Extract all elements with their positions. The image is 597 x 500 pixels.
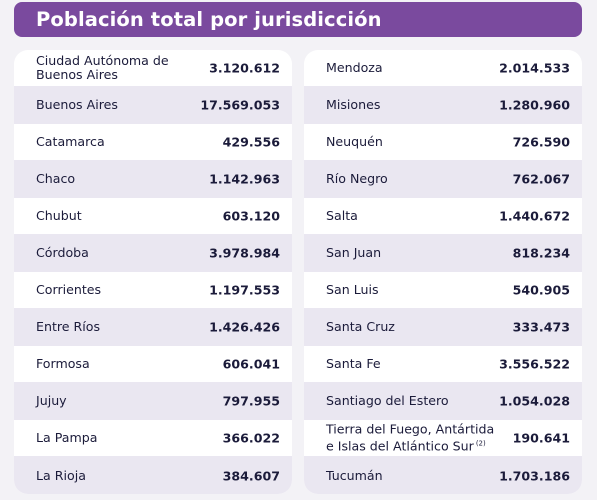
jurisdiction-name: San Luis bbox=[326, 282, 379, 297]
title-banner: Población total por jurisdicción bbox=[14, 2, 582, 37]
table-right: Mendoza 2.014.533 Misiones 1.280.960 Neuqu… bbox=[304, 50, 582, 494]
population-value: 762.067 bbox=[512, 171, 570, 187]
population-value: 603.120 bbox=[222, 208, 280, 224]
population-value: 17.569.053 bbox=[200, 97, 280, 113]
jurisdiction-name: Tierra del Fuego, Antártida e Islas del … bbox=[326, 421, 496, 454]
population-value: 606.041 bbox=[222, 356, 280, 372]
population-value: 429.556 bbox=[222, 134, 280, 150]
jurisdiction-name: La Pampa bbox=[36, 430, 98, 445]
table-row: Salta 1.440.672 bbox=[304, 198, 582, 235]
jurisdiction-name: Río Negro bbox=[326, 171, 388, 186]
jurisdiction-name: Santiago del Estero bbox=[326, 393, 449, 408]
population-value: 1.703.186 bbox=[499, 468, 570, 483]
table-row: Misiones 1.280.960 bbox=[304, 87, 582, 124]
population-value: 3.978.984 bbox=[209, 245, 280, 261]
population-value: 1.054.028 bbox=[499, 393, 570, 409]
table-row: San Juan 818.234 bbox=[304, 235, 582, 272]
jurisdiction-name: Córdoba bbox=[36, 245, 89, 260]
page-title: Población total por jurisdicción bbox=[36, 8, 382, 31]
jurisdiction-name: Mendoza bbox=[326, 60, 383, 75]
population-value: 540.905 bbox=[512, 282, 570, 298]
population-value: 797.955 bbox=[222, 393, 280, 409]
jurisdiction-name: Neuquén bbox=[326, 134, 383, 149]
table-row: Chubut 603.120 bbox=[14, 198, 292, 235]
jurisdiction-name: Chubut bbox=[36, 208, 82, 223]
jurisdiction-name: Formosa bbox=[36, 356, 90, 371]
jurisdiction-name: San Juan bbox=[326, 245, 382, 260]
jurisdiction-name: Tucumán bbox=[326, 467, 383, 483]
table-row: La Rioja 384.607 bbox=[14, 457, 292, 494]
table-row: Neuquén 726.590 bbox=[304, 124, 582, 161]
table-row: Buenos Aires 17.569.053 bbox=[14, 87, 292, 124]
population-value: 818.234 bbox=[512, 245, 570, 261]
table-row: Entre Ríos 1.426.426 bbox=[14, 309, 292, 346]
population-value: 1.142.963 bbox=[209, 171, 280, 187]
jurisdiction-name: Corrientes bbox=[36, 282, 102, 297]
table-row: Río Negro 762.067 bbox=[304, 161, 582, 198]
table-row: Mendoza 2.014.533 bbox=[304, 50, 582, 87]
table-left: Ciudad Autónoma de Buenos Aires 3.120.612… bbox=[14, 50, 292, 494]
table-row: Santiago del Estero 1.054.028 bbox=[304, 383, 582, 420]
population-value: 1.440.672 bbox=[499, 208, 570, 224]
jurisdiction-name: Catamarca bbox=[36, 134, 105, 149]
jurisdiction-name: Misiones bbox=[326, 97, 381, 112]
jurisdiction-name: Santa Cruz bbox=[326, 319, 395, 334]
jurisdiction-name: Santa Fe bbox=[326, 356, 381, 371]
jurisdiction-name-text: Tierra del Fuego, Antártida e Islas del … bbox=[326, 421, 495, 454]
jurisdiction-name: Entre Ríos bbox=[36, 319, 101, 334]
population-value: 3.556.522 bbox=[499, 356, 570, 372]
table-row: Corrientes 1.197.553 bbox=[14, 272, 292, 309]
population-value: 726.590 bbox=[512, 134, 570, 150]
population-value: 1.197.553 bbox=[209, 282, 280, 298]
population-value: 366.022 bbox=[222, 430, 280, 446]
population-value: 1.280.960 bbox=[499, 97, 570, 113]
jurisdiction-name: Buenos Aires bbox=[36, 97, 118, 112]
population-value: 384.607 bbox=[222, 468, 280, 483]
table-row: Jujuy 797.955 bbox=[14, 383, 292, 420]
population-value: 1.426.426 bbox=[209, 319, 280, 335]
table-row: Córdoba 3.978.984 bbox=[14, 235, 292, 272]
table-row: Chaco 1.142.963 bbox=[14, 161, 292, 198]
table-row: Ciudad Autónoma de Buenos Aires 3.120.612 bbox=[14, 50, 292, 87]
jurisdiction-name: Salta bbox=[326, 208, 358, 223]
population-value: 190.641 bbox=[512, 430, 570, 446]
table-row: Tierra del Fuego, Antártida e Islas del … bbox=[304, 420, 582, 457]
footnote-marker: (2) bbox=[475, 439, 486, 448]
jurisdiction-name: Chaco bbox=[36, 171, 76, 186]
population-value: 3.120.612 bbox=[209, 60, 280, 76]
jurisdiction-name: Jujuy bbox=[36, 393, 67, 408]
jurisdiction-name: Ciudad Autónoma de Buenos Aires bbox=[36, 53, 169, 82]
population-value: 2.014.533 bbox=[499, 60, 570, 76]
table-row: Tucumán 1.703.186 bbox=[304, 457, 582, 494]
table-row: Santa Cruz 333.473 bbox=[304, 309, 582, 346]
population-value: 333.473 bbox=[512, 319, 570, 335]
table-row: Santa Fe 3.556.522 bbox=[304, 346, 582, 383]
table-row: Catamarca 429.556 bbox=[14, 124, 292, 161]
table-row: San Luis 540.905 bbox=[304, 272, 582, 309]
table-row: La Pampa 366.022 bbox=[14, 420, 292, 457]
jurisdiction-name: La Rioja bbox=[36, 467, 86, 483]
table-row: Formosa 606.041 bbox=[14, 346, 292, 383]
